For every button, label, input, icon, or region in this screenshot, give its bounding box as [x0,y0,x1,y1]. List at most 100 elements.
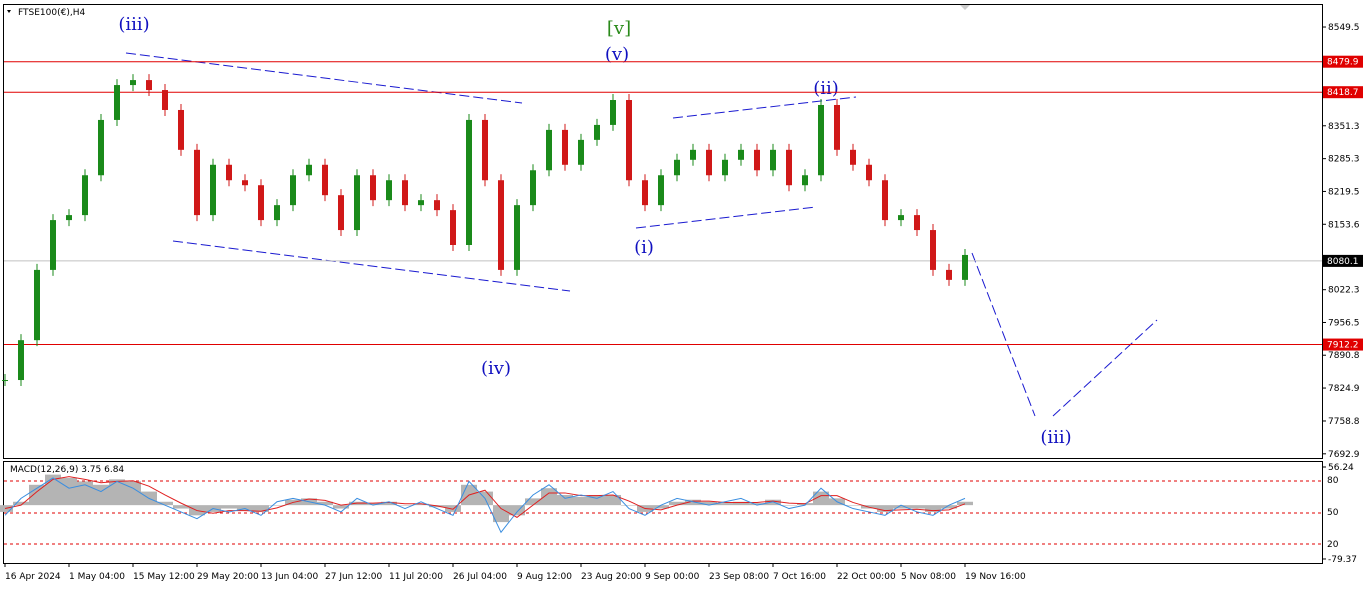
macd-bar [877,505,893,512]
candle [658,175,664,206]
candle [930,230,936,270]
macd-line [4,477,966,534]
price-label-bg [1323,338,1363,351]
candle [82,175,88,216]
y-tick-label: 8219.5 [1328,187,1360,197]
price-label-bg [1323,86,1363,99]
x-tick-label: 7 Oct 16:00 [773,572,826,582]
candle [562,129,568,165]
candle [962,254,968,280]
candle [290,175,296,206]
candle [770,149,776,171]
macd-bar [749,503,765,506]
candle [850,149,856,165]
y-tick-label: 8549.5 [1328,23,1360,33]
macd-bar [365,503,381,506]
shift-marker[interactable] [960,5,970,10]
y-tick-label: 7956.5 [1328,318,1360,328]
candle [818,104,824,176]
channel-lines [125,52,1158,417]
x-tick-label: 5 Nov 08:00 [901,572,956,582]
macd-bar [397,505,413,506]
wave-label: [v] [607,18,631,39]
y-tick-label: 7758.8 [1328,417,1360,427]
macd-bar [893,505,909,509]
candle [338,195,344,231]
wave-label: (i) [634,237,654,258]
macd-bar [29,484,45,506]
candle [914,215,920,231]
macd-bar [685,499,701,506]
macd-bar [541,488,557,506]
price-level-label: 8418.7 [1327,88,1359,98]
candle [546,129,552,171]
candle [482,119,488,181]
macd-bar [109,479,125,506]
macd-bar [765,499,781,506]
candle [418,200,424,206]
macd-bar [445,505,461,512]
y-tick-label: -79.37 [1328,555,1357,565]
macd-bar [525,498,541,506]
candle [530,170,536,206]
x-tick-label: 13 Jun 04:00 [261,572,318,582]
candle [946,269,952,280]
candle [610,100,616,125]
candle [434,200,440,211]
candle [498,180,504,270]
x-tick-label: 22 Oct 00:00 [837,572,896,582]
candle [98,119,104,176]
macd-bar [413,503,429,506]
candle [162,90,168,110]
level-label: 20 [1327,540,1339,550]
macd-bar [813,491,829,506]
price-level-label: 8080.1 [1327,257,1359,267]
price-label-bg [1323,254,1363,267]
x-tick-label: 9 Sep 00:00 [645,572,700,582]
candle [626,100,632,181]
symbol-title: FTSE100(€),H4 [18,8,85,18]
candle [386,180,392,201]
y-tick-label: 8153.6 [1328,220,1360,230]
menu-arrow[interactable] [7,10,11,13]
candle [594,124,600,140]
candle [466,119,472,246]
macd-bar [381,501,397,506]
candle [578,139,584,165]
candle [514,205,520,270]
x-tick-label: 27 Jun 12:00 [325,572,382,582]
candle [898,215,904,221]
macd-bar [493,505,509,523]
candle [674,159,680,176]
macd-bar [941,505,957,509]
level-label: 50 [1327,508,1339,518]
macd-bar [669,501,685,506]
x-tick-label: 15 May 12:00 [133,572,195,582]
macd-bar [77,481,93,506]
candle [450,210,456,246]
candle [754,149,760,171]
candle [722,159,728,176]
macd-bar [125,481,141,506]
macd-bar [509,505,525,516]
candle [258,185,264,221]
macd-bar [589,494,605,506]
y-tick-label: 7824.9 [1328,384,1360,394]
candle [226,164,232,181]
candle [834,104,840,150]
wave-label: (v) [605,44,629,65]
macd-bar [925,505,941,512]
candle [370,175,376,201]
candle [146,80,152,91]
x-tick-label: 11 Jul 20:00 [389,572,443,582]
x-tick-label: 23 Aug 20:00 [581,572,642,582]
x-tick-label: 26 Jul 04:00 [453,572,507,582]
candle [882,180,888,221]
macd-title: MACD(12,26,9) 3.75 6.84 [10,465,124,475]
y-tick-label: 8285.3 [1328,155,1360,165]
macd-bar [701,501,717,506]
macd-bar [781,505,797,506]
price-panel [3,4,1323,459]
macd-bar [253,505,269,512]
macd-levels [4,480,1322,545]
